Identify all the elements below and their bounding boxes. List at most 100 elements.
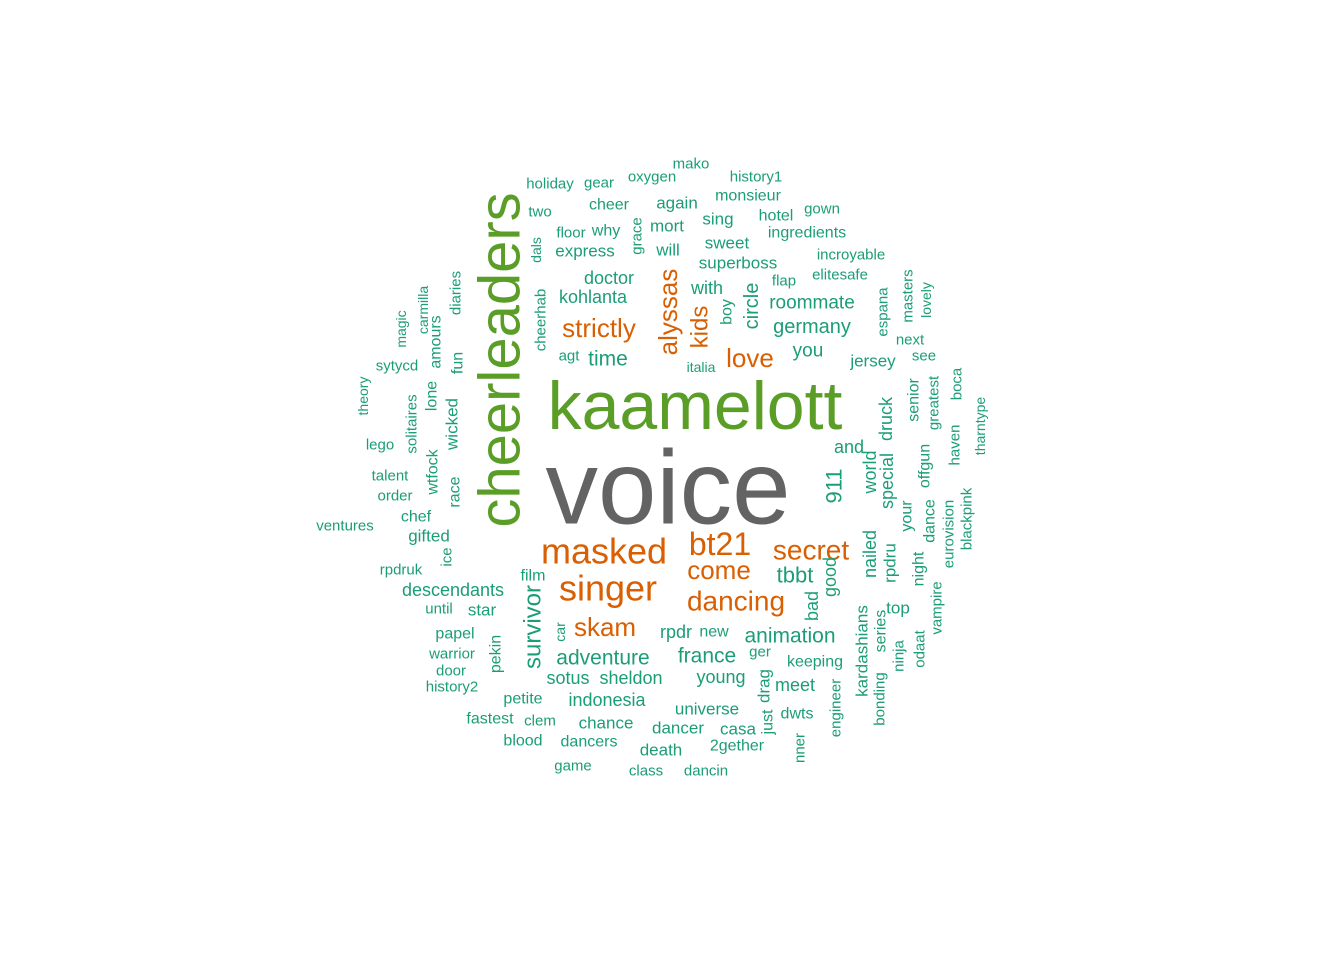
word-until: until [425, 601, 453, 618]
word-just: just [760, 709, 777, 735]
word-top: top [886, 599, 910, 618]
word-come: come [687, 555, 751, 585]
word-wtfock: wtfock [425, 448, 442, 495]
word-time: time [588, 348, 628, 371]
word-express: express [555, 242, 615, 261]
word-senior: senior [906, 378, 923, 422]
word-dancers: dancers [561, 734, 618, 751]
word-next: next [896, 332, 925, 349]
word-eurovision: eurovision [941, 500, 958, 568]
word-floor: floor [556, 225, 585, 242]
word-ventures: ventures [316, 518, 374, 535]
word-sing: sing [702, 210, 733, 229]
word-new: new [699, 624, 729, 641]
word-mako: mako [673, 156, 710, 173]
word-gear: gear [584, 175, 614, 192]
word-rpdr: rpdr [660, 622, 692, 642]
word-bad: bad [802, 591, 822, 621]
word-will: will [655, 241, 680, 260]
word-secret: secret [773, 535, 849, 566]
word-indonesia: indonesia [568, 690, 646, 710]
word-sytycd: sytycd [376, 358, 419, 375]
word-nner: nner [792, 733, 809, 763]
word-germany: germany [773, 316, 851, 338]
word-descendants: descendants [402, 580, 504, 600]
word-haven: haven [947, 425, 964, 466]
word-incroyable: incroyable [817, 247, 885, 264]
word-game: game [554, 758, 592, 775]
word-cheerhab: cheerhab [533, 289, 550, 352]
word-kaamelott: kaamelott [548, 368, 843, 444]
word-tbbt: tbbt [777, 563, 814, 588]
word-jersey: jersey [849, 352, 896, 371]
word-rpdruk: rpdruk [380, 562, 423, 579]
word-doctor: doctor [584, 268, 634, 288]
word-hotel: hotel [759, 208, 794, 225]
word-agt: agt [559, 348, 581, 365]
word-you: you [793, 341, 824, 362]
word-film: film [521, 568, 546, 585]
word-holiday: holiday [526, 176, 574, 193]
word-chef: chef [401, 509, 432, 526]
word-911: 911 [822, 468, 847, 503]
word-young: young [696, 667, 745, 687]
word-bt21: bt21 [689, 526, 751, 562]
word-amours: amours [428, 315, 445, 368]
word-ingredients: ingredients [768, 225, 846, 242]
word-history2: history2 [426, 679, 479, 696]
word-engineer: engineer [828, 679, 845, 737]
word-fastest: fastest [466, 711, 514, 728]
word-dwts: dwts [781, 706, 814, 723]
word-and: and [834, 437, 864, 457]
word-universe: universe [675, 700, 739, 719]
word-papel: papel [435, 626, 474, 643]
word-mort: mort [650, 217, 684, 236]
word-car: car [552, 622, 568, 642]
word-class: class [629, 763, 663, 780]
word-diaries: diaries [448, 271, 465, 315]
word-solitaires: solitaires [404, 394, 421, 453]
word-race: race [447, 476, 464, 507]
word-talent: talent [372, 468, 410, 485]
word-rpdru: rpdru [881, 543, 900, 583]
word-order: order [377, 488, 412, 505]
word-2gether: 2gether [710, 738, 765, 755]
word-death: death [640, 741, 683, 760]
word-oxygen: oxygen [628, 169, 676, 186]
word-cheer: cheer [589, 197, 630, 214]
word-ger: ger [749, 644, 771, 661]
word-nailed: nailed [860, 530, 880, 578]
word-ninja: ninja [891, 640, 908, 672]
word-blood: blood [503, 733, 542, 750]
word-sotus: sotus [546, 668, 589, 688]
word-series: series [873, 610, 890, 653]
word-circle: circle [741, 283, 763, 330]
word-animation: animation [744, 625, 835, 648]
word-with: with [690, 278, 723, 298]
word-alyssas: alyssas [653, 269, 683, 356]
word-night: night [911, 551, 928, 586]
word-kardashians: kardashians [853, 605, 872, 697]
word-sweet: sweet [705, 234, 750, 253]
word-grace: grace [629, 217, 646, 255]
word-odaat: odaat [912, 629, 929, 667]
word-greatest: greatest [926, 375, 943, 430]
word-blackpink: blackpink [959, 487, 976, 550]
word-petite: petite [503, 691, 542, 708]
word-lone: lone [424, 381, 441, 411]
word-dancin: dancin [684, 763, 728, 780]
word-fun: fun [450, 352, 467, 374]
word-dals: dals [528, 237, 544, 263]
word-skam: skam [574, 612, 636, 642]
word-boy: boy [719, 299, 736, 325]
word-why: why [591, 223, 620, 240]
word-dancing: dancing [687, 586, 785, 617]
word-star: star [468, 601, 497, 620]
word-sheldon: sheldon [599, 668, 662, 688]
word-history1: history1 [730, 169, 783, 186]
word-adventure: adventure [556, 647, 649, 670]
word-clem: clem [524, 713, 556, 730]
word-lovely: lovely [918, 282, 934, 318]
word-survivor: survivor [520, 585, 547, 669]
